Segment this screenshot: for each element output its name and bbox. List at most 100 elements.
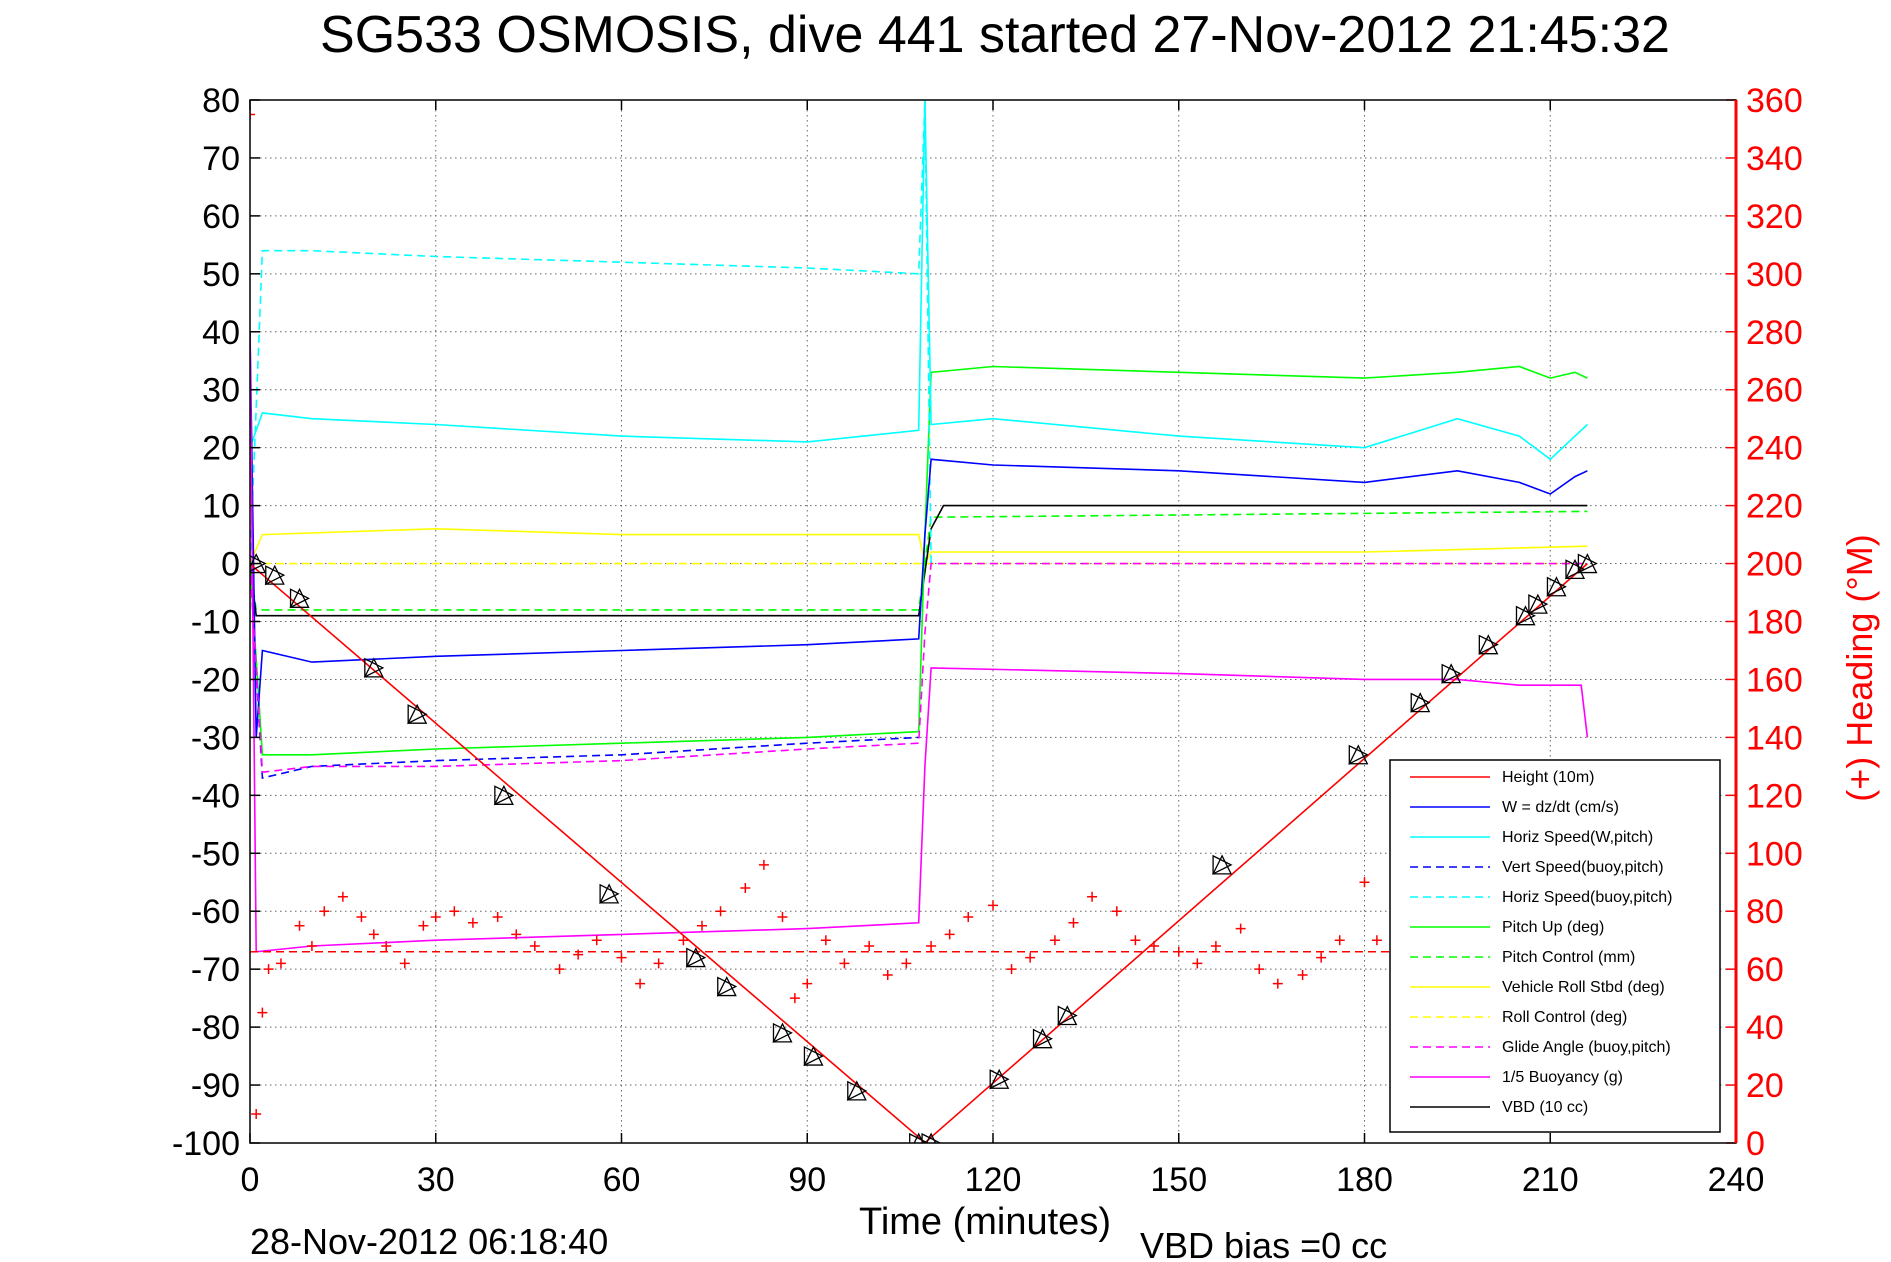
- descent-marker-up: [599, 883, 620, 904]
- right-tick-label: 100: [1746, 835, 1803, 873]
- right-tick-label: 240: [1746, 430, 1803, 468]
- heading-point: [1334, 935, 1345, 946]
- right-tick-label: 160: [1746, 661, 1803, 699]
- series-line-buoyancy: [250, 331, 1589, 953]
- heading-point: [616, 952, 627, 963]
- heading-point: [901, 958, 912, 969]
- legend-label-vbd: VBD (10 cc): [1502, 1099, 1588, 1116]
- heading-point: [449, 906, 460, 917]
- vbd-bias-label: VBD bias =0 cc: [1140, 1225, 1387, 1262]
- right-tick-label: 60: [1746, 951, 1784, 989]
- y-tick-label: 10: [202, 488, 240, 526]
- descent-marker-up: [493, 784, 514, 805]
- heading-point: [554, 964, 565, 975]
- x-tick-label: 180: [1336, 1161, 1393, 1199]
- legend-label-w: W = dz/dt (cm/s): [1502, 799, 1619, 816]
- ascent-marker-right: [1577, 553, 1598, 574]
- descent-marker: [847, 1080, 868, 1101]
- series-line-roll: [250, 527, 1588, 566]
- right-tick-label: 120: [1746, 777, 1803, 815]
- heading-point: [319, 906, 330, 917]
- heading-point: [777, 912, 788, 923]
- heading-point: [430, 912, 441, 923]
- heading-point: [1130, 935, 1141, 946]
- y-tick-label: -60: [191, 893, 240, 931]
- x-axis-label: Time (minutes): [859, 1201, 1111, 1243]
- heading-point: [399, 958, 410, 969]
- heading-point: [789, 993, 800, 1004]
- ascent-marker-right: [1515, 605, 1536, 626]
- right-tick-label: 320: [1746, 198, 1803, 236]
- heading-point: [715, 906, 726, 917]
- ascent-marker: [1577, 553, 1598, 574]
- ascent-marker: [1410, 692, 1431, 713]
- heading-point: [1272, 978, 1283, 989]
- descent-marker: [599, 883, 620, 904]
- heading-point: [758, 859, 769, 870]
- ascent-marker: [1478, 634, 1499, 655]
- heading-point: [1049, 935, 1060, 946]
- heading-point: [573, 949, 584, 960]
- ascent-marker: [1515, 605, 1536, 626]
- heading-point: [251, 1109, 262, 1120]
- heading-point: [1254, 964, 1265, 975]
- heading-point: [1371, 935, 1382, 946]
- heading-point: [275, 958, 286, 969]
- plot-area: [250, 100, 1598, 1143]
- y-tick-label: 20: [202, 430, 240, 468]
- heading-point: [1025, 952, 1036, 963]
- ascent-marker: [989, 1068, 1010, 1089]
- heading-point: [1192, 958, 1203, 969]
- legend: Height (10m) W = dz/dt (cm/s) Horiz Speed(…: [1389, 759, 1721, 1133]
- descent-marker: [494, 785, 515, 806]
- ascent-marker-right: [1565, 559, 1586, 580]
- ascent-marker-right: [1212, 854, 1233, 875]
- heading-point: [1068, 917, 1079, 928]
- series-group: [250, 100, 1598, 1143]
- ascent-marker: [1057, 1005, 1078, 1026]
- legend-box: [1389, 759, 1721, 1133]
- descent-marker: [407, 704, 428, 725]
- series-line-pitch_up: [250, 365, 1588, 756]
- legend-label-horiz_w: Horiz Speed(W,pitch): [1502, 829, 1653, 846]
- y-tick-label: -30: [191, 719, 240, 757]
- descent-marker: [803, 1046, 824, 1067]
- heading-point: [306, 940, 317, 951]
- right-tick-label: 140: [1746, 719, 1803, 757]
- heading-point: [635, 978, 646, 989]
- ascent-marker: [1546, 576, 1567, 597]
- y-tick-label: -90: [191, 1067, 240, 1105]
- right-tick-label: 300: [1746, 256, 1803, 294]
- heading-point: [368, 929, 379, 940]
- legend-label-height: Height (10m): [1502, 769, 1594, 786]
- right-tick-label: 0: [1746, 1125, 1765, 1163]
- heading-point: [250, 109, 255, 120]
- ascent-marker-right: [989, 1069, 1010, 1090]
- heading-point: [467, 917, 478, 928]
- right-axis-label: (+) Heading (°M): [1839, 534, 1880, 801]
- descent-marker: [772, 1022, 793, 1043]
- heading-point: [1297, 969, 1308, 980]
- heading-point: [1087, 891, 1098, 902]
- descent-marker: [250, 555, 267, 572]
- legend-label-roll_control: Roll Control (deg): [1502, 1009, 1627, 1026]
- x-tick-label: 90: [788, 1161, 826, 1199]
- heading-point: [1235, 923, 1246, 934]
- descent-marker-up: [772, 1022, 793, 1043]
- heading-point: [1173, 946, 1184, 957]
- right-tick-label: 80: [1746, 893, 1784, 931]
- heading-point: [356, 912, 367, 923]
- series-line-vert_buoy: [250, 563, 919, 779]
- heading-point: [418, 920, 429, 931]
- heading-point: [944, 929, 955, 940]
- series-line-vbd: [250, 504, 1588, 617]
- y-tick-label: -80: [191, 1009, 240, 1047]
- descent-marker: [686, 947, 707, 968]
- heading-point: [820, 935, 831, 946]
- descent-marker-up: [289, 587, 310, 608]
- ascent-marker: [1441, 663, 1462, 684]
- y-tick-label: -70: [191, 951, 240, 989]
- x-tick-label: 0: [241, 1161, 260, 1199]
- descent-marker: [717, 976, 738, 997]
